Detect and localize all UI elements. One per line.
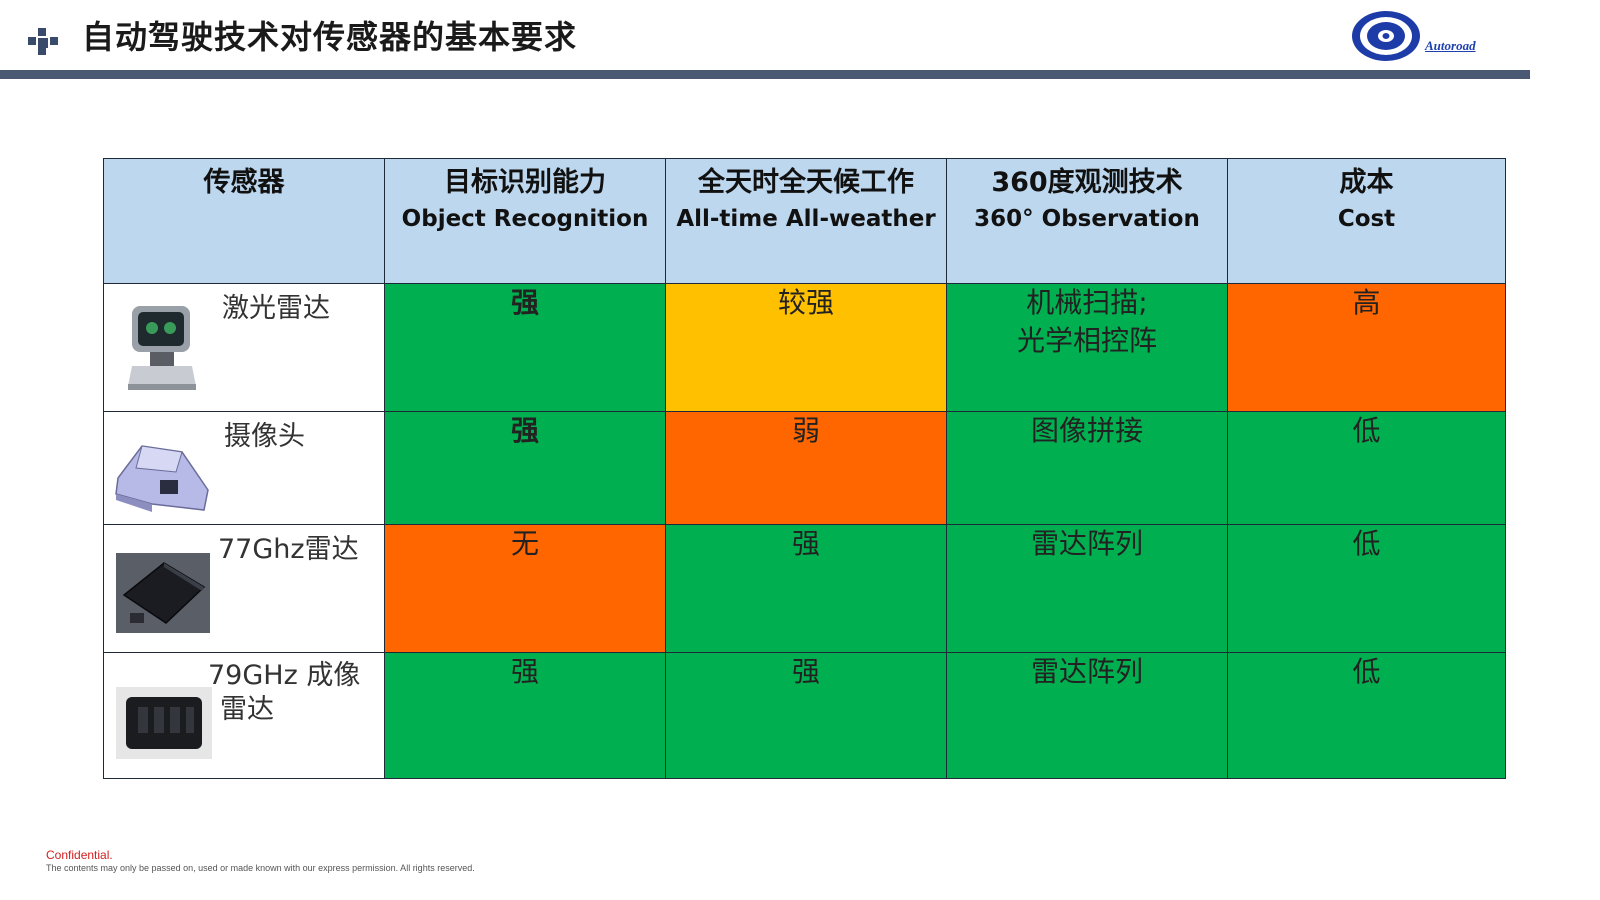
radar-77ghz-image-icon bbox=[116, 553, 210, 633]
sensor-name: 摄像头 bbox=[224, 421, 305, 452]
table-row: 77Ghz雷达 无 强 雷达阵列 低 bbox=[103, 524, 1506, 653]
table-header-row: 传感器 目标识别能力 Object Recognition 全天时全天候工作 A… bbox=[103, 158, 1506, 284]
column-header-en: Cost bbox=[1337, 206, 1396, 232]
company-logo: Autoroad bbox=[1350, 8, 1510, 66]
cell-all-weather: 强 bbox=[665, 652, 947, 779]
sensor-name: 激光雷达 bbox=[222, 293, 330, 324]
column-header-sensor: 传感器 bbox=[103, 158, 385, 284]
column-header-cn: 传感器 bbox=[203, 167, 285, 198]
table-row: 摄像头 强 弱 图像拼接 低 bbox=[103, 411, 1506, 525]
cell-object-recognition: 强 bbox=[384, 652, 666, 779]
sensor-cell-lidar: 激光雷达 bbox=[103, 283, 385, 412]
column-header-cn: 成本 bbox=[1339, 167, 1394, 198]
disclaimer-text: The contents may only be passed on, used… bbox=[46, 863, 475, 873]
cell-line: 光学相控阵 bbox=[1016, 324, 1157, 357]
column-header-360-observation: 360度观测技术 360° Observation bbox=[946, 158, 1228, 284]
radar-79ghz-image-icon bbox=[116, 687, 212, 759]
column-header-cost: 成本 Cost bbox=[1227, 158, 1506, 284]
cell-object-recognition: 强 bbox=[384, 411, 666, 525]
slide-footer: Confidential. The contents may only be p… bbox=[46, 848, 475, 873]
cell-all-weather: 弱 bbox=[665, 411, 947, 525]
sensor-requirements-table: 传感器 目标识别能力 Object Recognition 全天时全天候工作 A… bbox=[103, 158, 1506, 779]
sensor-cell-77ghz-radar: 77Ghz雷达 bbox=[103, 524, 385, 653]
cell-360-observation: 图像拼接 bbox=[946, 411, 1228, 525]
confidential-label: Confidential. bbox=[46, 848, 113, 862]
cell-cost: 低 bbox=[1227, 524, 1506, 653]
table-row: 79GHz 成像 雷达 强 强 雷达阵列 低 bbox=[103, 652, 1506, 779]
cell-360-observation: 雷达阵列 bbox=[946, 524, 1228, 653]
lidar-image-icon bbox=[128, 306, 196, 390]
slide-header: 自动驾驶技术对传感器的基本要求 Autoroad bbox=[0, 0, 1600, 80]
eye-logo-icon bbox=[1352, 11, 1420, 61]
cell-line: 机械扫描; bbox=[1026, 286, 1148, 319]
sensor-name: 雷达 bbox=[220, 694, 274, 725]
cell-cost: 高 bbox=[1227, 283, 1506, 412]
column-header-cn: 360度观测技术 bbox=[991, 167, 1183, 198]
cell-cost: 低 bbox=[1227, 411, 1506, 525]
column-header-en: 360° Observation bbox=[974, 206, 1200, 232]
logo-wordmark: Autoroad bbox=[1425, 38, 1476, 53]
sensor-name: 77Ghz雷达 bbox=[218, 534, 359, 565]
table-row: 激光雷达 强 较强 机械扫描; 光学相控阵 高 bbox=[103, 283, 1506, 412]
slide-title: 自动驾驶技术对传感器的基本要求 bbox=[82, 18, 578, 56]
bullet-squares-icon bbox=[28, 28, 62, 55]
column-header-cn: 目标识别能力 bbox=[444, 167, 606, 198]
column-header-en: Object Recognition bbox=[401, 206, 649, 232]
sensor-cell-camera: 摄像头 bbox=[103, 411, 385, 525]
cell-object-recognition: 无 bbox=[384, 524, 666, 653]
sensor-cell-79ghz-imaging-radar: 79GHz 成像 雷达 bbox=[103, 652, 385, 779]
cell-cost: 低 bbox=[1227, 652, 1506, 779]
title-divider bbox=[0, 70, 1530, 79]
column-header-object-recognition: 目标识别能力 Object Recognition bbox=[384, 158, 666, 284]
camera-image-icon bbox=[115, 445, 209, 512]
column-header-en: All-time All-weather bbox=[676, 206, 936, 232]
column-header-all-weather: 全天时全天候工作 All-time All-weather bbox=[665, 158, 947, 284]
cell-all-weather: 强 bbox=[665, 524, 947, 653]
cell-360-observation: 雷达阵列 bbox=[946, 652, 1228, 779]
sensor-name: 79GHz 成像 bbox=[208, 660, 361, 691]
cell-object-recognition: 强 bbox=[384, 283, 666, 412]
cell-360-observation: 机械扫描; 光学相控阵 bbox=[946, 283, 1228, 412]
column-header-cn: 全天时全天候工作 bbox=[698, 167, 914, 198]
cell-all-weather: 较强 bbox=[665, 283, 947, 412]
